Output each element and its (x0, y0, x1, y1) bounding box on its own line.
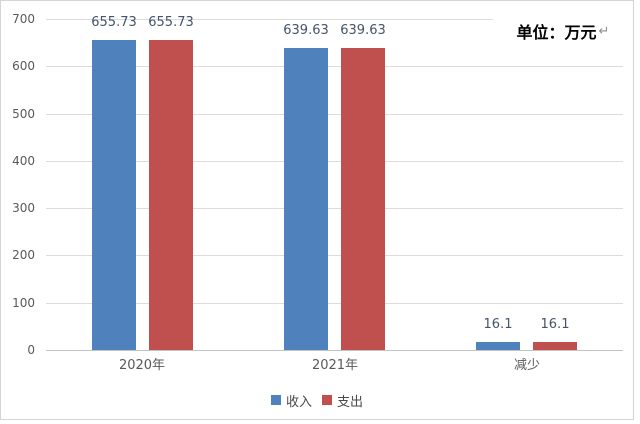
y-axis-tick-label: 200 (12, 248, 35, 262)
gridline-500 (46, 114, 623, 115)
bar-收入-2020年 (92, 40, 136, 350)
unit-label-text: 单位：万元 (516, 23, 597, 42)
data-label: 639.63 (340, 23, 386, 38)
legend-item-支出: 支出 (322, 391, 363, 410)
gridline-300 (46, 208, 623, 209)
chart-legend: 收入 支出 (1, 391, 633, 410)
legend-label: 支出 (337, 394, 364, 410)
gridline-600 (46, 66, 623, 67)
data-label: 639.63 (283, 23, 329, 38)
y-axis-tick-label: 100 (12, 296, 35, 310)
y-axis-tick-label: 500 (12, 107, 35, 121)
data-label: 655.73 (148, 15, 194, 30)
y-axis-tick-label: 300 (12, 201, 35, 215)
gridline-400 (46, 161, 623, 162)
category-label: 2020年 (118, 358, 166, 373)
legend-item-收入: 收入 (270, 391, 312, 410)
y-axis-tick-label: 700 (12, 12, 35, 26)
y-axis-tick-label: 600 (12, 59, 35, 73)
y-axis-tick-label: 400 (12, 154, 35, 168)
x-axis-line (46, 350, 623, 351)
unit-label: 单位：万元 ↵ (493, 13, 633, 49)
gridline-700 (46, 19, 623, 20)
bar-收入-减少 (476, 342, 520, 350)
y-axis-tick-label: 0 (27, 343, 35, 357)
legend-swatch-icon (270, 395, 281, 405)
legend-label: 收入 (285, 394, 312, 410)
bar-支出-减少 (533, 342, 577, 350)
bar-支出-2021年 (341, 48, 385, 350)
data-label: 16.1 (540, 317, 570, 332)
bar-收入-2021年 (284, 48, 328, 350)
line-break-mark-icon: ↵ (598, 23, 610, 39)
gridline-200 (46, 255, 623, 256)
legend-swatch-icon (322, 395, 332, 405)
category-label: 减少 (513, 358, 540, 373)
category-label: 2021年 (311, 358, 359, 373)
bar-支出-2020年 (149, 40, 193, 350)
data-label: 16.1 (483, 317, 513, 332)
data-label: 655.73 (91, 15, 137, 30)
gridline-100 (46, 303, 623, 304)
